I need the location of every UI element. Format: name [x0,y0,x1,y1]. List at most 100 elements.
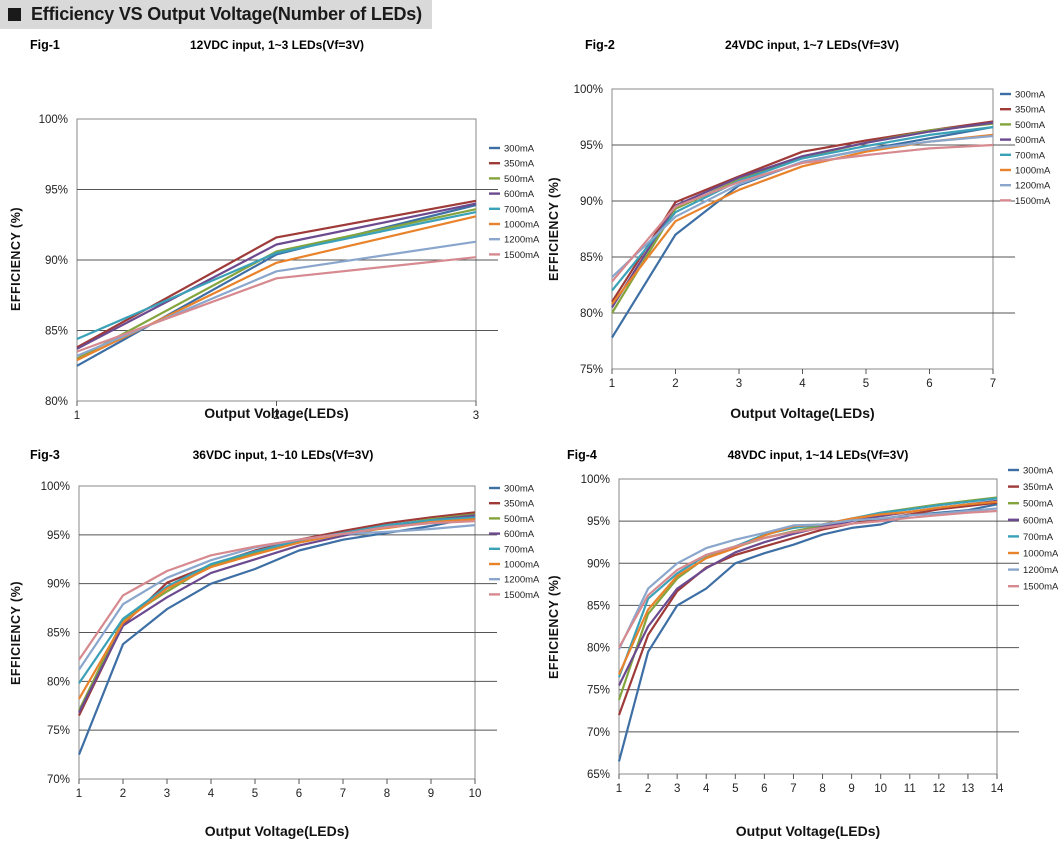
chart-title: 48VDC input, 1~14 LEDs(Vf=3V) [728,448,909,462]
legend-entry: 700mA [504,544,535,555]
x-tick-label: 10 [469,788,482,800]
series-line-350mA [617,501,998,716]
x-tick-label: 4 [703,783,710,795]
y-tick-label: 80% [47,676,70,688]
x-tick-label: 6 [296,788,302,800]
legend-entry: 1000mA [504,220,540,231]
y-tick-label: 80% [45,396,68,408]
legend-entry: 1000mA [504,560,540,571]
chart-fig-3: Fig-3 36VDC input, 1~10 LEDs(Vf=3V) 70% 75%… [0,440,540,845]
legend-entry: 1500mA [504,250,540,261]
legend-entry: 1200mA [504,235,540,246]
y-tick-label: 85% [47,628,70,640]
y-tick-label: 85% [45,326,68,338]
legend-entry: 600mA [504,529,535,540]
legend-entry: 1500mA [1015,196,1051,207]
x-tick-label: 3 [674,783,680,795]
y-tick-label: 85% [587,600,610,612]
y-tick-label: 95% [45,185,68,197]
x-tick-label: 1 [74,410,80,422]
x-tick-label: 1 [616,783,622,795]
legend-entry: 1500mA [504,590,540,601]
series-line-700mA [78,516,476,684]
section-header: Efficiency VS Output Voltage(Number of L… [0,0,432,29]
chart-title: 12VDC input, 1~3 LEDs(Vf=3V) [190,38,364,52]
legend-entry: 1200mA [1023,565,1058,576]
series-line-500mA [76,208,477,360]
series-line-1500mA [618,509,998,649]
chart-fig-4: Fig-4 48VDC input, 1~14 LEDs(Vf=3V) 65% 70%… [540,440,1058,845]
legend-entry: 1200mA [504,575,540,586]
y-tick-label: 85% [580,252,603,264]
chart-fig-1: Fig-1 12VDC input, 1~3 LEDs(Vf=3V) 80% 85% 9… [0,30,540,430]
y-tick-label: 75% [47,725,70,737]
x-tick-label: 4 [799,378,806,390]
y-tick-label: 90% [587,558,610,570]
fig-label: Fig-3 [30,448,60,462]
x-tick-label: 12 [932,783,945,795]
y-tick-label: 80% [587,643,610,655]
y-axis-title: EFFICIENCY (%) [547,177,561,281]
y-axis-title: EFFICIENCY (%) [547,575,561,679]
legend-entry: 500mA [1023,499,1054,510]
x-tick-label: 5 [863,378,869,390]
y-tick-label: 95% [587,516,610,528]
fig-label: Fig-1 [30,38,60,52]
x-tick-label: 13 [962,783,975,795]
legend-entry: 500mA [504,174,535,185]
y-tick-label: 100% [41,481,70,493]
x-axis-title: Output Voltage(LEDs) [730,405,874,421]
x-tick-label: 4 [208,788,215,800]
x-axis-title: Output Voltage(LEDs) [736,823,880,839]
series-line-500mA [617,496,998,701]
x-tick-label: 2 [120,788,126,800]
legend-entry: 700mA [1023,532,1054,543]
y-tick-label: 90% [45,255,68,267]
legend-entry: 300mA [504,144,535,155]
chart-svg: Fig-1 12VDC input, 1~3 LEDs(Vf=3V) 80% 85% 9… [9,38,540,422]
chart-svg: Fig-4 48VDC input, 1~14 LEDs(Vf=3V) 65% 70%… [547,448,1058,839]
legend-entry: 500mA [504,514,535,525]
x-axis-title: Output Voltage(LEDs) [205,823,349,839]
x-tick-label: 2 [273,410,279,422]
section-title: Efficiency VS Output Voltage(Number of L… [31,4,422,24]
x-tick-label: 14 [991,783,1004,795]
x-tick-label: 5 [252,788,258,800]
y-tick-label: 65% [587,769,610,781]
y-tick-label: 70% [47,774,70,786]
legend-entry: 350mA [504,159,535,170]
x-tick-label: 10 [874,783,887,795]
series-line-1500mA [76,256,477,353]
y-tick-label: 100% [581,474,610,486]
series-line-600mA [76,202,477,350]
legend-entry: 300mA [1023,466,1054,477]
x-tick-label: 3 [736,378,742,390]
y-tick-label: 90% [580,196,603,208]
x-tick-label: 7 [790,783,796,795]
chart-svg: Fig-3 36VDC input, 1~10 LEDs(Vf=3V) 70% 75%… [9,448,540,839]
legend-entry: 600mA [1015,135,1046,146]
chart-title: 36VDC input, 1~10 LEDs(Vf=3V) [193,448,374,462]
x-tick-label: 6 [926,378,932,390]
x-tick-label: 9 [428,788,434,800]
x-tick-label: 3 [473,410,479,422]
legend-entry: 1000mA [1015,166,1051,177]
chart-fig-2: Fig-2 24VDC input, 1~7 LEDs(Vf=3V) 75% 80% 8… [540,30,1058,430]
x-tick-label: 9 [848,783,854,795]
x-tick-label: 8 [384,788,390,800]
x-tick-label: 1 [609,378,615,390]
fig-label: Fig-4 [567,448,597,462]
y-axis-title: EFFICIENCY (%) [9,207,23,311]
y-tick-label: 70% [587,727,610,739]
legend-entry: 350mA [1015,105,1046,116]
square-bullet-icon [8,8,21,21]
x-tick-label: 11 [904,783,916,795]
x-tick-label: 1 [76,788,82,800]
y-axis-title: EFFICIENCY (%) [9,581,23,685]
legend-entry: 700mA [1015,150,1046,161]
y-tick-label: 80% [580,308,603,320]
y-tick-label: 100% [39,114,68,126]
x-tick-label: 2 [645,783,651,795]
series-line-300mA [76,203,477,367]
chart-svg: Fig-2 24VDC input, 1~7 LEDs(Vf=3V) 75% 80% 8… [547,38,1051,421]
